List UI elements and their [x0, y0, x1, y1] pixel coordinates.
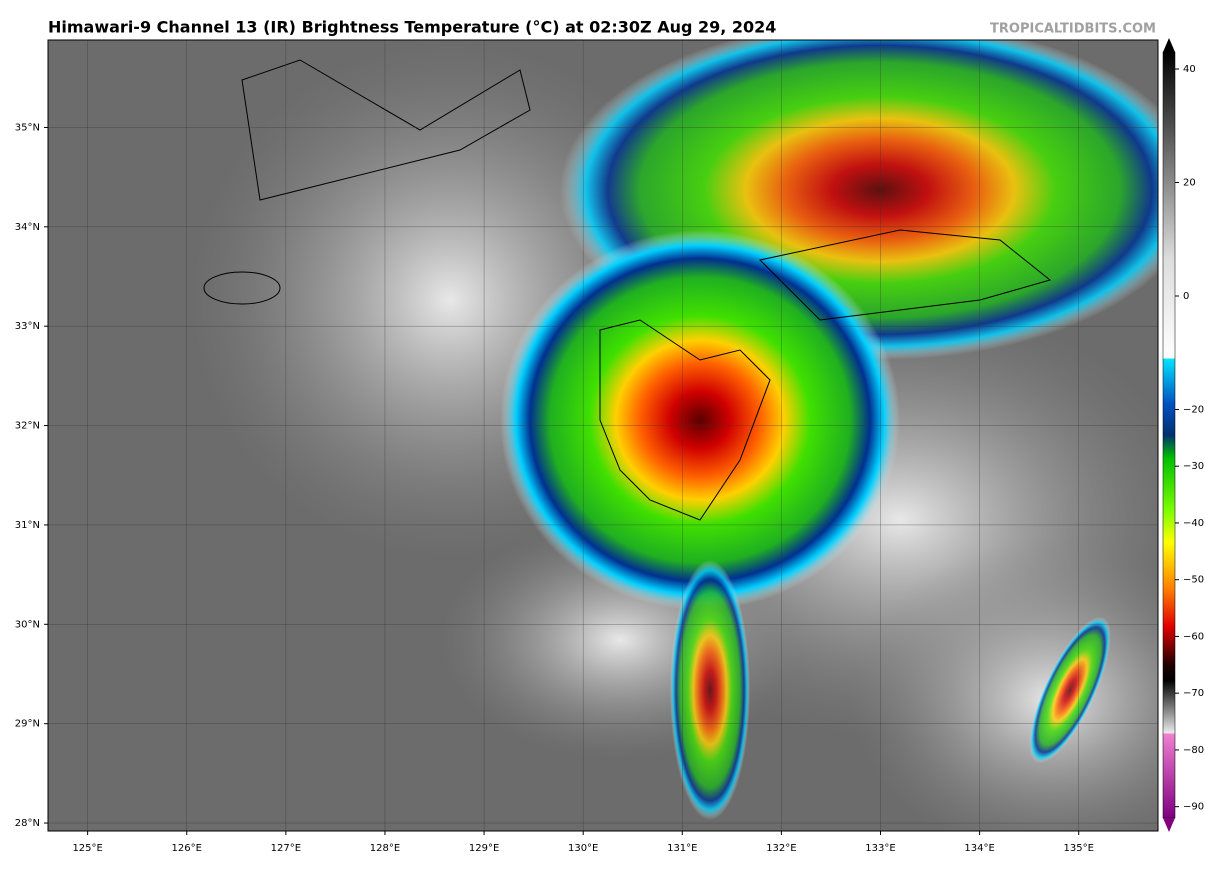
y-tick-label: 28°N: [15, 818, 40, 829]
colorbar-label: −50: [1183, 575, 1204, 586]
colorbar-label: 20: [1183, 178, 1196, 189]
x-tick-label: 132°E: [766, 843, 796, 854]
y-tick-label: 34°N: [15, 222, 40, 233]
colorbar-label: 0: [1183, 291, 1189, 302]
x-tick-label: 131°E: [667, 843, 697, 854]
colorbar-label: 40: [1183, 64, 1196, 75]
x-tick-label: 130°E: [568, 843, 598, 854]
colorbar-label: −40: [1183, 518, 1204, 529]
y-tick-label: 30°N: [15, 619, 40, 630]
x-tick-label: 134°E: [964, 843, 994, 854]
y-tick-label: 32°N: [15, 421, 40, 432]
colorbar-label: −20: [1183, 404, 1204, 415]
y-tick-label: 29°N: [15, 719, 40, 730]
y-tick-label: 35°N: [15, 122, 40, 133]
x-tick-label: 127°E: [271, 843, 301, 854]
x-tick-label: 135°E: [1064, 843, 1094, 854]
colorbar-label: −90: [1183, 802, 1204, 813]
y-tick-label: 33°N: [15, 321, 40, 332]
colorbar: [1162, 51, 1176, 819]
x-tick-label: 126°E: [172, 843, 202, 854]
imagery: [48, 40, 1158, 831]
credit: TROPICALTIDBITS.COM: [990, 22, 1156, 37]
x-tick-label: 128°E: [370, 843, 400, 854]
colorbar-label: −80: [1183, 745, 1204, 756]
title: Himawari-9 Channel 13 (IR) Brightness Te…: [48, 18, 776, 37]
colorbar-label: −70: [1183, 688, 1204, 699]
colorbar-bottom: [1163, 818, 1175, 832]
y-tick-label: 31°N: [15, 520, 40, 531]
map-frame: [47, 39, 1159, 832]
colorbar-label: −60: [1183, 631, 1204, 642]
x-tick-label: 129°E: [469, 843, 499, 854]
colorbar-top: [1163, 38, 1175, 52]
x-tick-label: 125°E: [72, 843, 102, 854]
x-tick-label: 133°E: [865, 843, 895, 854]
colorbar-label: −30: [1183, 461, 1204, 472]
